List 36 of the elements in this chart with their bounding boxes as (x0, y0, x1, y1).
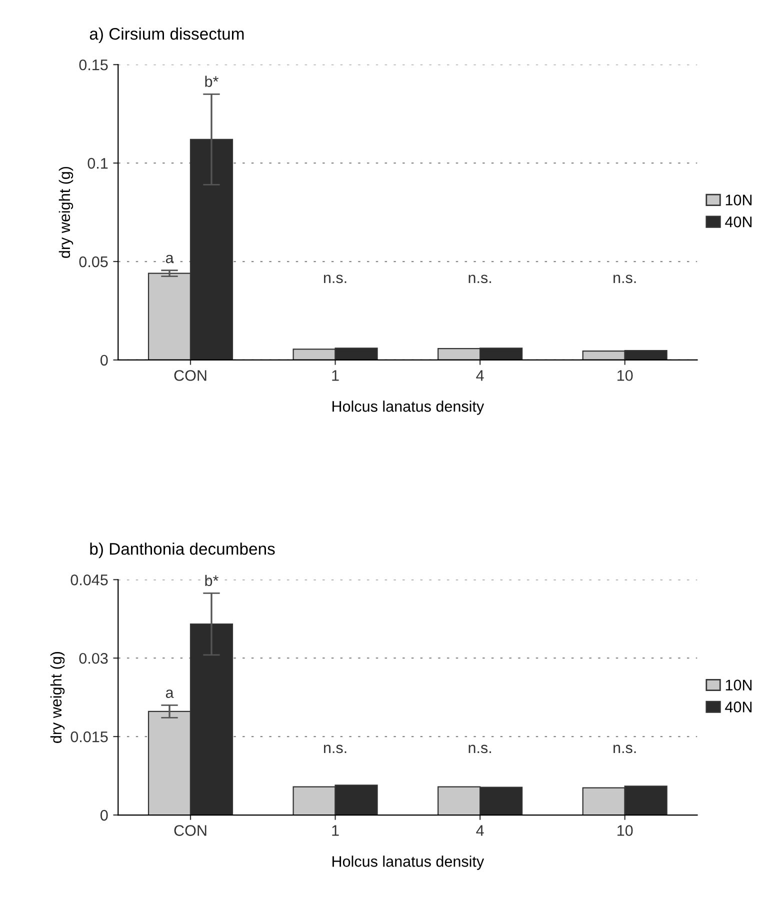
y-tick-label: 0.045 (70, 574, 108, 586)
x-tick-label: 10 (618, 370, 633, 381)
legend-label: 40N (725, 216, 752, 228)
chart-title: a) Cirsium dissectum (90, 28, 244, 44)
chart-title: b) Danthonia decumbens (90, 542, 275, 558)
y-tick-label: 0.1 (88, 158, 108, 169)
x-axis-title: Holcus lanatus density (332, 400, 484, 415)
y-tick-label: 0 (100, 354, 108, 366)
annotation: b* (205, 76, 218, 87)
y-tick-label: 0.15 (79, 59, 108, 70)
y-tick-label: 0.03 (79, 652, 108, 664)
annotation: n.s. (468, 744, 491, 754)
x-tick-label: 10 (618, 825, 633, 836)
annotation: b* (205, 574, 218, 586)
x-tick-label: 4 (476, 825, 484, 836)
y-tick-label: 0.05 (79, 256, 108, 268)
legend-label: 40N (725, 702, 752, 712)
legend-label: 10N (726, 194, 752, 206)
y-tick-label: 0 (100, 810, 108, 821)
annotation: n.s. (468, 274, 491, 284)
annotation: n.s. (324, 274, 346, 284)
x-tick-label: CON (174, 370, 206, 381)
annotation: a (166, 690, 174, 698)
y-axis-title: dry weight (g) (50, 652, 65, 743)
x-tick-label: CON (174, 825, 206, 836)
x-tick-label: 1 (332, 370, 339, 381)
legend-label: 10N (726, 680, 752, 690)
x-tick-label: 4 (476, 370, 484, 381)
x-tick-label: 1 (332, 825, 339, 836)
y-axis-title: dry weight (g) (58, 166, 74, 258)
x-axis-title: Holcus lanatus density (332, 856, 484, 870)
annotation: n.s. (614, 744, 636, 754)
annotation: n.s. (324, 744, 346, 754)
annotation: n.s. (614, 274, 636, 284)
y-tick-label: 0.015 (70, 731, 108, 742)
annotation: a (166, 254, 174, 264)
